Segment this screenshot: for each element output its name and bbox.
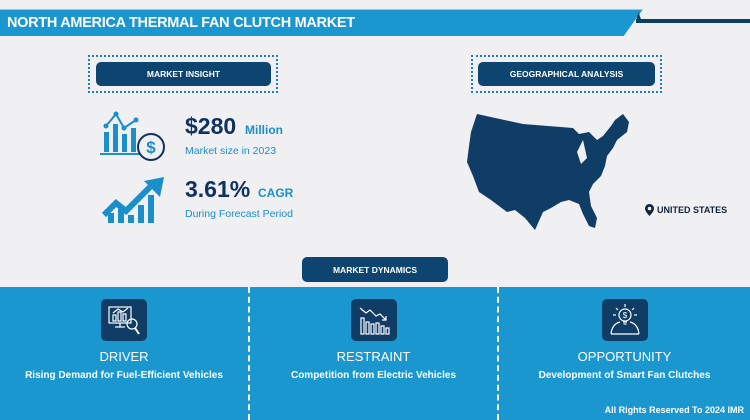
market-dynamics-label: MARKET DYNAMICS	[302, 257, 448, 282]
declining-chart-icon	[350, 299, 397, 341]
location-pin-icon	[645, 204, 654, 216]
geo-analysis-frame	[471, 55, 662, 93]
opportunity-heading: OPPORTUNITY	[577, 349, 672, 364]
card-divider	[248, 287, 250, 420]
opportunity-card: $ OPPORTUNITY Development of Smart Fan C…	[499, 287, 750, 420]
title-accent	[636, 12, 642, 22]
monitor-analytics-icon	[101, 299, 147, 341]
svg-text:$: $	[622, 311, 627, 320]
copyright-notice: All Rights Reserved To 2024 IMR	[604, 405, 744, 415]
page-title: NORTH AMERICA THERMAL FAN CLUTCH MARKET	[7, 15, 355, 31]
market-insight-frame	[88, 55, 278, 93]
driver-card: DRIVER Rising Demand for Fuel-Efficient …	[0, 287, 248, 420]
market-size-value: $280	[185, 113, 237, 139]
svg-text:$: $	[146, 138, 156, 157]
driver-heading: DRIVER	[99, 349, 149, 364]
restraint-description: Competition from Electric Vehicles	[290, 370, 457, 381]
region-label: UNITED STATES	[645, 204, 727, 216]
driver-description: Rising Demand for Fuel-Efficient Vehicle…	[25, 370, 223, 381]
cagr-unit: CAGR	[258, 186, 294, 200]
growth-arrow-bars-icon	[102, 177, 164, 223]
cagr-value: 3.61%	[185, 176, 251, 202]
bar-chart-dollar-icon: $	[100, 111, 165, 161]
market-size-caption: Market size in 2023	[185, 145, 277, 157]
card-divider	[497, 287, 499, 420]
idea-dollar-bulb-icon: $	[601, 299, 648, 341]
cagr-caption: During Forecast Period	[185, 208, 293, 220]
restraint-heading: RESTRAINT	[336, 349, 411, 364]
market-insight-label: MARKET INSIGHT	[96, 62, 271, 86]
us-map	[467, 114, 629, 230]
market-size-unit: Million	[245, 123, 283, 137]
title-accent-line	[636, 19, 750, 23]
geo-analysis-label: GEOGRAPHICAL ANALYSIS	[478, 62, 655, 86]
opportunity-description: Development of Smart Fan Clutches	[538, 370, 711, 381]
region-name: UNITED STATES	[657, 205, 728, 215]
restraint-card: RESTRAINT Competition from Electric Vehi…	[250, 287, 497, 420]
title-banner	[0, 9, 643, 36]
